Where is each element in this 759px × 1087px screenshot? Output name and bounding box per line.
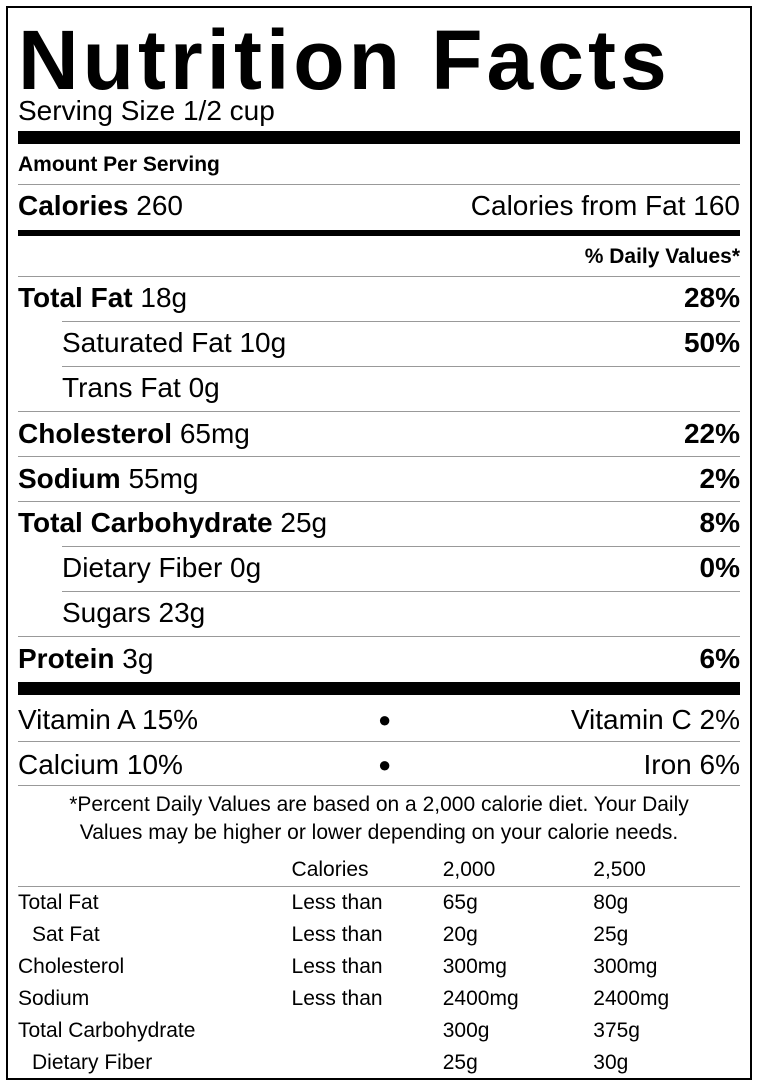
daily-values-header: % Daily Values*: [584, 245, 740, 268]
divider: [18, 741, 740, 742]
divider: [18, 636, 740, 637]
table-cell: Cholesterol: [18, 955, 125, 978]
table-cell: 2,000: [442, 858, 496, 881]
bullet-icon: ●: [378, 752, 392, 777]
nutrient-label: Cholesterol: [18, 418, 173, 449]
nutrient-amount: 25g: [280, 507, 328, 538]
vitamin-left: Calcium 10%: [18, 749, 183, 780]
serving-size: Serving Size 1/2 cup: [18, 95, 275, 126]
nutrient-label: Total Fat: [18, 282, 133, 313]
nutrient-dv: 28%: [683, 282, 740, 313]
table-cell: [292, 1047, 443, 1079]
vitamin-right: Iron 6%: [643, 749, 741, 780]
table-cell: Less than: [291, 955, 383, 978]
nutrient-label: Sodium: [18, 463, 121, 494]
amount-per-serving: Amount Per Serving: [18, 153, 220, 176]
divider: [18, 184, 740, 185]
vitamin-left: Vitamin A 15%: [18, 704, 199, 735]
nutrient-label: Total Carbohydrate: [18, 507, 273, 538]
divider: [62, 366, 740, 367]
divider: [18, 276, 740, 277]
table-cell: 300mg: [593, 955, 658, 978]
nutrient-amount: 10g: [239, 327, 287, 358]
table-cell: Less than: [291, 987, 383, 1010]
medium-divider: [18, 230, 740, 236]
table-cell: 25g: [593, 923, 629, 946]
table-cell: 2,500: [593, 858, 646, 881]
footnote-line-2: Values may be higher or lower depending …: [79, 821, 679, 844]
nutrient-dv: 8%: [699, 507, 740, 538]
table-cell: Total Fat: [18, 891, 99, 914]
table-cell: 30g: [593, 1051, 629, 1074]
table-row: Sat Fat Less than 20g 25g: [18, 919, 740, 951]
table-cell: Sodium: [18, 987, 90, 1010]
label-title: Nutrition Facts: [18, 13, 671, 107]
divider: [18, 785, 740, 786]
vitamin-right: Vitamin C 2%: [570, 704, 740, 735]
nutrient-amount: 3g: [122, 643, 154, 674]
table-cell: Dietary Fiber: [32, 1051, 153, 1074]
nutrient-amount: 0g: [188, 372, 220, 403]
table-row: Sodium Less than 2400mg 2400mg: [18, 983, 740, 1015]
nutrition-facts-label: Nutrition Facts Serving Size 1/2 cup Amo…: [6, 6, 752, 1080]
divider: [18, 501, 740, 502]
nutrient-label: Saturated Fat: [62, 327, 232, 358]
nutrient-label: Protein: [18, 643, 115, 674]
nutrient-amount: 0g: [230, 552, 262, 583]
table-cell: 2400mg: [593, 987, 670, 1010]
table-row: Total Fat Less than 65g 80g: [18, 887, 740, 920]
label-content: Nutrition Facts Serving Size 1/2 cup Amo…: [18, 8, 740, 1078]
table-cell: [18, 854, 292, 887]
table-header-row: Calories 2,000 2,500: [18, 854, 740, 887]
table-cell: Calories: [291, 858, 369, 881]
nutrient-dv: 6%: [699, 643, 740, 674]
table-cell: Less than: [291, 923, 383, 946]
table-row: Total Carbohydrate 300g 375g: [18, 1015, 740, 1047]
table-cell: 80g: [593, 891, 629, 914]
table-cell: Less than: [291, 891, 383, 914]
nutrient-amount: 65mg: [179, 418, 250, 449]
table-cell: 375g: [593, 1019, 640, 1042]
nutrient-label: Dietary Fiber: [62, 552, 223, 583]
nutrient-amount: 23g: [158, 597, 206, 628]
nutrient-amount: 18g: [140, 282, 188, 313]
table-cell: Sat Fat: [32, 923, 100, 946]
nutrient-label: Trans Fat: [62, 372, 181, 403]
nutrient-dv: 2%: [699, 463, 740, 494]
divider: [62, 321, 740, 322]
calories-value: 260: [136, 190, 183, 221]
table-row: Dietary Fiber 25g 30g: [18, 1047, 740, 1079]
nutrient-dv: 50%: [683, 327, 740, 358]
divider: [18, 456, 740, 457]
table-cell: Total Carbohydrate: [18, 1019, 196, 1042]
nutrient-amount: 55mg: [128, 463, 199, 494]
table-cell: 2400mg: [442, 987, 519, 1010]
thick-divider: [18, 131, 740, 144]
daily-values-table: Calories 2,000 2,500 Total Fat Less than…: [18, 854, 740, 1079]
calories-label: Calories: [18, 190, 129, 221]
table-cell: 300mg: [442, 955, 507, 978]
divider: [18, 411, 740, 412]
nutrient-dv: 0%: [699, 552, 740, 583]
nutrient-dv: 22%: [683, 418, 740, 449]
table-cell: 20g: [442, 923, 478, 946]
table-cell: [292, 1015, 443, 1047]
divider: [62, 591, 740, 592]
thick-divider: [18, 682, 740, 695]
bullet-icon: ●: [378, 707, 392, 732]
table-row: Cholesterol Less than 300mg 300mg: [18, 951, 740, 983]
nutrient-label: Sugars: [62, 597, 151, 628]
divider: [62, 546, 740, 547]
footnote-line-1: *Percent Daily Values are based on a 2,0…: [69, 793, 689, 816]
table-cell: 25g: [442, 1051, 478, 1074]
table-cell: 300g: [442, 1019, 490, 1042]
table-cell: 65g: [442, 891, 478, 914]
calories-from-fat: Calories from Fat 160: [470, 190, 740, 221]
